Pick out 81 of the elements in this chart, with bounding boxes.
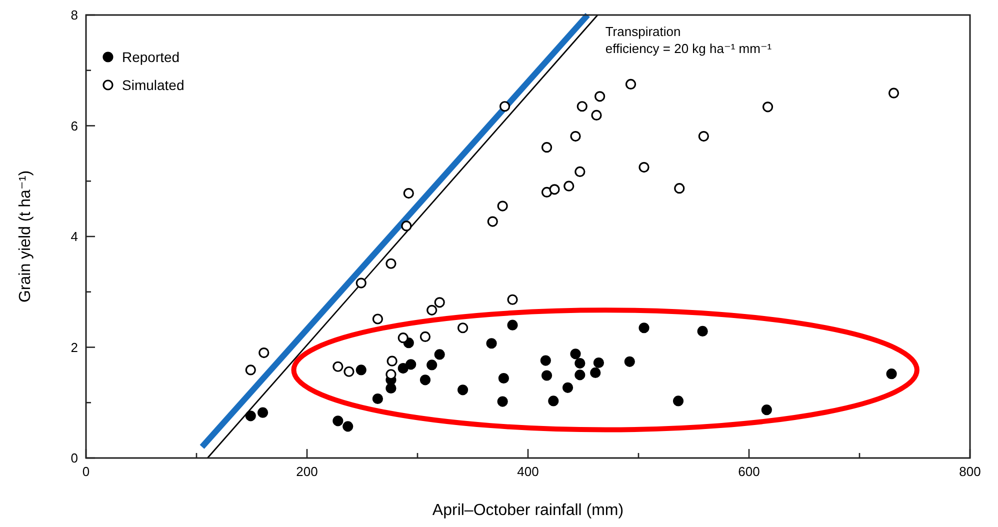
point (638, 162, 650, 173)
point (593, 357, 604, 368)
y-tick-label: 0 (70, 450, 78, 466)
legend-label: Simulated (122, 76, 184, 93)
point (576, 101, 588, 112)
point (698, 130, 709, 142)
point (549, 184, 560, 195)
point (624, 356, 635, 367)
y-tick-label: 8 (70, 8, 78, 23)
point (398, 362, 408, 374)
point (594, 91, 606, 102)
point (762, 102, 774, 112)
point (507, 294, 518, 305)
point (888, 88, 900, 98)
point (497, 200, 508, 212)
point (564, 180, 574, 192)
point (540, 355, 551, 366)
point (541, 142, 552, 153)
point (356, 278, 366, 288)
point (570, 348, 581, 360)
point (574, 370, 586, 380)
y-tick-label: 4 (70, 229, 78, 244)
x-tick-label: 0 (82, 464, 90, 479)
y-tick-label: 6 (70, 118, 78, 134)
point (574, 166, 586, 178)
point (372, 393, 384, 404)
point (548, 396, 559, 406)
x-tick-label: 800 (959, 464, 981, 479)
point (344, 366, 354, 377)
point (420, 331, 431, 342)
point (497, 396, 508, 407)
y-tick-label: 2 (70, 340, 78, 355)
point (342, 421, 354, 432)
point (761, 404, 772, 416)
point (458, 322, 468, 334)
point (356, 364, 366, 376)
point (507, 320, 518, 330)
point (426, 304, 438, 316)
point (590, 367, 601, 378)
point (398, 332, 408, 344)
point (372, 314, 384, 324)
point (562, 382, 574, 393)
point (420, 374, 431, 386)
point (499, 101, 510, 112)
point (486, 338, 497, 349)
point (386, 258, 396, 269)
point (697, 326, 708, 336)
x-tick-label: 400 (517, 464, 539, 479)
legend-label: Reported (122, 48, 180, 65)
point (625, 78, 636, 90)
point (458, 384, 468, 396)
point (434, 297, 445, 308)
point (574, 358, 586, 369)
point (403, 188, 414, 199)
point (426, 360, 438, 370)
point (386, 382, 396, 394)
point (332, 416, 344, 426)
point (638, 322, 650, 334)
point (672, 396, 684, 406)
point (386, 356, 398, 366)
point (258, 347, 270, 358)
point (591, 110, 602, 121)
point (674, 183, 685, 194)
x-tick-label: 200 (296, 464, 318, 479)
y-axis-title: Grain yield (t ha⁻¹) (17, 170, 34, 303)
point (498, 372, 509, 384)
point (570, 130, 581, 142)
point (487, 216, 498, 227)
point (434, 349, 445, 360)
point (401, 220, 412, 232)
point (386, 369, 396, 380)
point (332, 361, 344, 372)
x-tick-label: 600 (738, 464, 760, 479)
point (541, 370, 552, 381)
point (886, 368, 897, 380)
x-axis-title: April–October rainfall (mm) (432, 502, 624, 519)
annotation: Transpiration efficiency = 20 kg ha⁻¹ mm⁻¹ (605, 24, 772, 56)
point (245, 410, 256, 422)
point (258, 407, 268, 418)
point (245, 364, 256, 376)
point (406, 359, 416, 370)
